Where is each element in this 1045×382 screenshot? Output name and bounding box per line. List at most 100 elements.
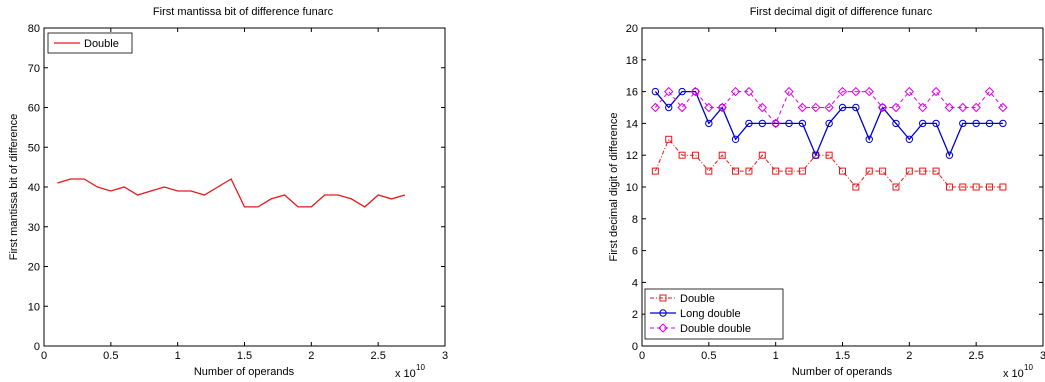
data-point-double	[919, 167, 927, 175]
data-point-double-double	[770, 118, 781, 129]
x-tick-label: 1	[773, 350, 779, 362]
y-tick-label: 60	[28, 103, 40, 115]
data-point-double-double	[917, 102, 928, 113]
data-point-double	[745, 167, 753, 175]
data-point-double	[972, 183, 980, 191]
data-point-double	[705, 167, 713, 175]
data-point-double	[798, 167, 806, 175]
data-point-double-double	[757, 102, 768, 113]
data-point-double	[945, 183, 953, 191]
x-tick-label: 0.5	[103, 350, 118, 362]
y-tick-label: 12	[626, 150, 638, 162]
x-tick-label: 2.5	[371, 350, 386, 362]
legend-marker-square	[659, 294, 667, 302]
y-tick-label: 20	[626, 23, 638, 35]
chart-left-x-multiplier-exp: 10	[416, 363, 425, 372]
data-point-double	[772, 167, 780, 175]
data-point-long-double	[758, 119, 766, 128]
data-point-double	[718, 151, 726, 159]
data-point-double	[932, 167, 940, 175]
data-point-double-double	[797, 102, 808, 113]
chart-left-xlabel: Number of operands	[194, 366, 295, 378]
series-line-double	[654, 138, 1003, 188]
data-point-long-double	[865, 135, 873, 144]
y-tick-label: 0	[632, 341, 638, 353]
y-tick-label: 6	[632, 246, 638, 258]
data-point-double-double	[864, 86, 874, 97]
data-point-double-double	[877, 102, 888, 113]
x-tick-label: 0	[639, 350, 645, 362]
chart-left-x-multiplier: x 10	[395, 368, 416, 380]
chart-right-x-multiplier: x 10	[1003, 368, 1024, 380]
legend-label-double: Double	[84, 38, 119, 50]
data-point-long-double	[932, 119, 940, 128]
x-tick-label: 1.5	[237, 350, 252, 362]
data-point-long-double	[785, 119, 793, 128]
x-tick-label: 2	[308, 350, 314, 362]
data-point-double-double	[824, 102, 834, 113]
data-point-long-double	[972, 119, 980, 128]
y-tick-label: 70	[28, 63, 40, 75]
data-point-double-double	[944, 102, 955, 113]
data-point-double	[758, 151, 766, 159]
data-point-double-double	[744, 86, 754, 97]
data-point-double-double	[730, 86, 741, 97]
data-point-double	[825, 151, 833, 159]
data-point-double-double	[851, 86, 861, 97]
data-point-long-double	[705, 119, 713, 128]
y-tick-label: 30	[28, 222, 40, 234]
data-point-double	[785, 167, 793, 175]
data-point-double	[999, 183, 1007, 191]
y-tick-label: 40	[28, 182, 40, 194]
data-point-long-double	[852, 103, 860, 112]
legend-box	[47, 32, 133, 54]
y-tick-label: 80	[28, 23, 40, 35]
legend-marker-diamond	[658, 323, 668, 333]
chart-right-title: First decimal digit of difference funarc	[750, 6, 933, 18]
data-point-long-double	[892, 119, 900, 128]
chart-left-plot-area	[43, 27, 446, 347]
y-tick-label: 18	[626, 55, 638, 67]
data-point-long-double	[905, 135, 914, 144]
y-tick-label: 10	[626, 182, 638, 194]
data-point-double	[905, 167, 913, 175]
data-point-double-double	[811, 102, 821, 113]
chart-left-series	[57, 178, 406, 208]
y-tick-label: 14	[626, 118, 638, 130]
data-point-double	[865, 167, 873, 175]
data-point-long-double	[745, 119, 753, 128]
y-tick-label: 4	[632, 277, 638, 289]
x-tick-label: 2.5	[969, 350, 984, 362]
data-point-double-double	[958, 102, 968, 113]
data-point-long-double	[945, 151, 954, 159]
data-point-long-double	[798, 119, 807, 128]
y-tick-label: 8	[632, 214, 638, 226]
data-point-double	[892, 183, 900, 191]
y-tick-label: 16	[626, 87, 638, 99]
x-tick-label: 2	[906, 350, 912, 362]
data-point-double	[691, 151, 699, 159]
data-point-double-double	[998, 102, 1008, 113]
data-point-double-double	[677, 102, 687, 113]
chart-left-legend: Double	[47, 32, 133, 54]
legend-marker-circle	[659, 309, 667, 317]
data-point-double	[678, 151, 686, 159]
series-line-double	[57, 178, 406, 208]
chart-left-ylabel: First mantissa bit of difference	[8, 114, 20, 261]
data-point-long-double	[919, 119, 927, 128]
data-point-long-double	[999, 119, 1007, 128]
data-point-long-double	[838, 103, 847, 112]
data-point-long-double	[731, 135, 740, 144]
chart-left-title: First mantissa bit of difference funarc	[153, 6, 334, 18]
x-tick-label: 1	[175, 350, 181, 362]
data-point-long-double	[985, 119, 994, 128]
chart-right: First decimal digit of difference funarc…	[608, 6, 1045, 380]
data-point-double-double	[664, 86, 674, 97]
data-point-double-double	[784, 86, 794, 97]
chart-left: First mantissa bit of difference funarc …	[8, 6, 448, 380]
x-tick-label: 0	[41, 350, 47, 362]
chart-right-ticks: 0 0.5 1 1.5 2 2.5 3 0 2 4 6 8 10 12 14 16 18 20	[626, 23, 1045, 362]
legend-label-long-double: Long double	[680, 308, 741, 320]
chart-right-xlabel: Number of operands	[792, 366, 893, 378]
data-point-double	[879, 167, 887, 175]
